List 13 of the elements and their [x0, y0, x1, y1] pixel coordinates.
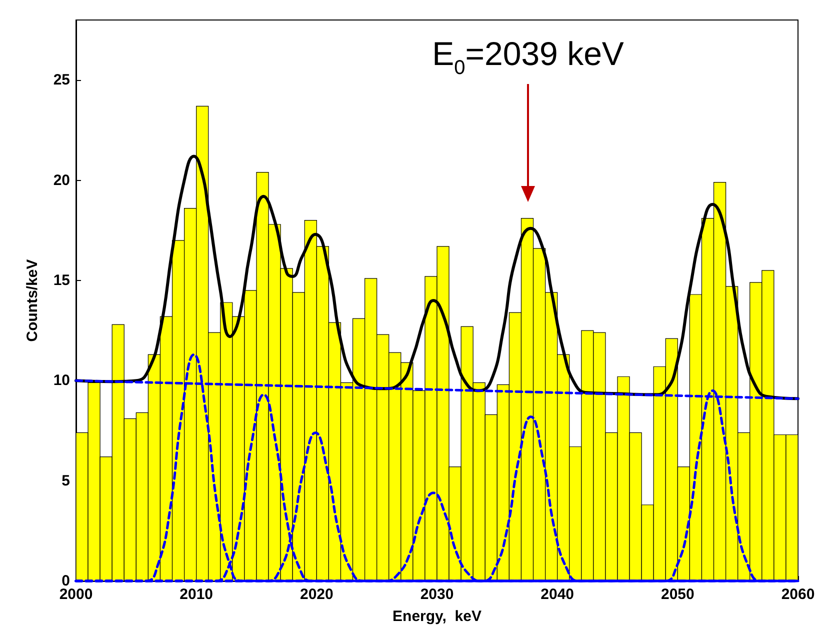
x-tick-label: 2030: [420, 586, 454, 603]
y-tick-label: 10: [53, 372, 70, 390]
y-tick-label: 25: [53, 72, 70, 89]
x-tick-label: 2060: [781, 586, 815, 603]
x-tick-label: 2010: [180, 586, 214, 603]
x-tick-label: 2050: [660, 586, 694, 603]
x-axis-title: Energy, keV: [392, 608, 482, 625]
y-tick-label: 15: [53, 272, 70, 289]
x-tick-label: 2020: [300, 586, 334, 603]
y-tick-label: 20: [53, 172, 70, 189]
y-axis-title: Counts/keV: [24, 259, 41, 342]
y-tick-label: 5: [62, 472, 70, 490]
x-tick-label: 2040: [540, 586, 574, 603]
